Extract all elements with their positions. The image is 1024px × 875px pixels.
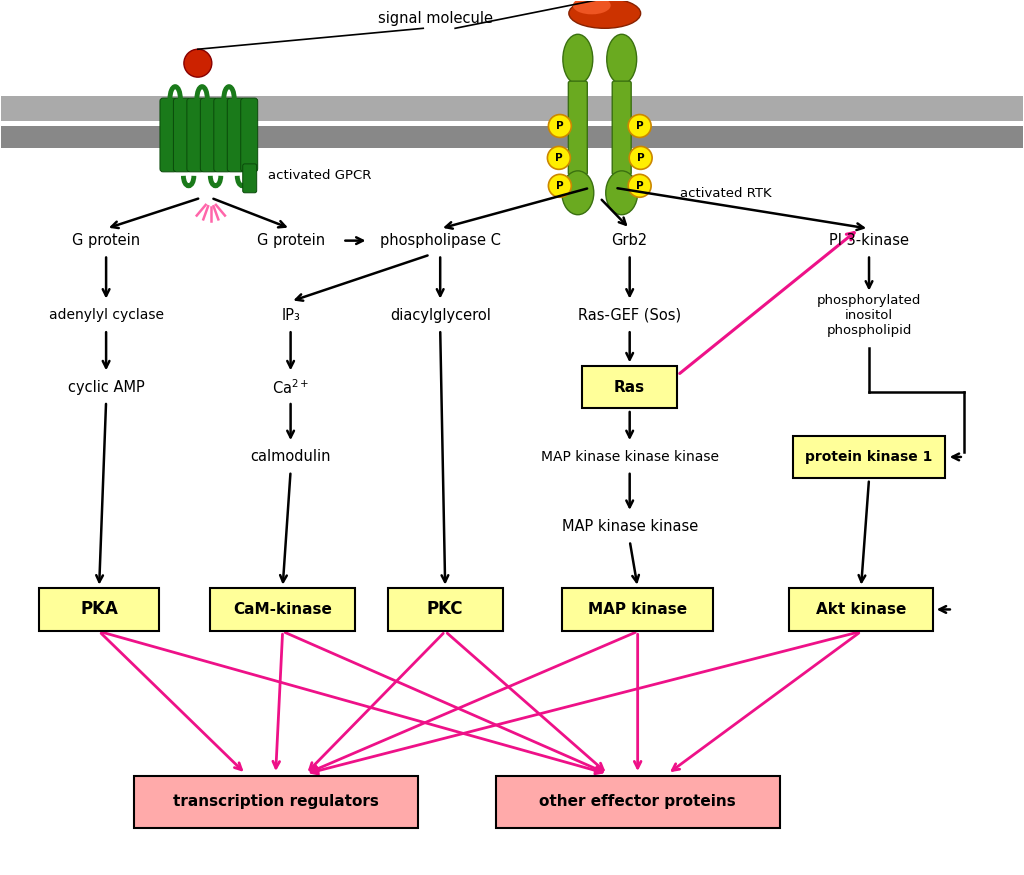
Text: activated GPCR: activated GPCR xyxy=(267,170,371,182)
Text: cyclic AMP: cyclic AMP xyxy=(68,380,144,395)
Text: phospholipase C: phospholipase C xyxy=(380,233,501,248)
Text: MAP kinase: MAP kinase xyxy=(588,602,687,617)
Circle shape xyxy=(548,146,570,170)
Text: PKA: PKA xyxy=(80,600,118,619)
Text: P: P xyxy=(637,153,644,163)
FancyBboxPatch shape xyxy=(214,98,230,172)
Circle shape xyxy=(629,146,652,170)
FancyBboxPatch shape xyxy=(173,98,190,172)
Text: G protein: G protein xyxy=(72,233,140,248)
Text: calmodulin: calmodulin xyxy=(250,450,331,465)
Text: Ca$^{2+}$: Ca$^{2+}$ xyxy=(272,378,309,396)
FancyBboxPatch shape xyxy=(612,81,631,175)
Text: signal molecule: signal molecule xyxy=(378,10,493,26)
Text: activated RTK: activated RTK xyxy=(680,187,771,200)
FancyBboxPatch shape xyxy=(133,776,418,828)
Circle shape xyxy=(628,115,651,137)
Ellipse shape xyxy=(562,171,594,214)
Bar xyxy=(1,96,1023,121)
Circle shape xyxy=(549,174,571,197)
FancyBboxPatch shape xyxy=(583,367,677,408)
Text: PKC: PKC xyxy=(427,600,464,619)
Bar xyxy=(1,126,1023,148)
FancyBboxPatch shape xyxy=(388,587,503,632)
Text: P: P xyxy=(556,181,563,191)
Ellipse shape xyxy=(569,0,641,28)
Circle shape xyxy=(549,115,571,137)
Text: P: P xyxy=(555,153,562,163)
Ellipse shape xyxy=(606,171,638,214)
Ellipse shape xyxy=(572,0,610,14)
FancyBboxPatch shape xyxy=(160,98,177,172)
FancyBboxPatch shape xyxy=(562,587,714,632)
Text: Ras: Ras xyxy=(614,380,645,395)
Ellipse shape xyxy=(607,34,637,84)
Circle shape xyxy=(184,49,212,77)
Text: P: P xyxy=(636,121,643,131)
Text: MAP kinase kinase kinase: MAP kinase kinase kinase xyxy=(541,450,719,464)
FancyBboxPatch shape xyxy=(201,98,217,172)
Text: CaM-kinase: CaM-kinase xyxy=(233,602,332,617)
Ellipse shape xyxy=(563,34,593,84)
Text: protein kinase 1: protein kinase 1 xyxy=(805,450,933,464)
Text: phosphorylated
inositol
phospholipid: phosphorylated inositol phospholipid xyxy=(817,294,922,337)
Text: P: P xyxy=(636,181,643,191)
FancyBboxPatch shape xyxy=(794,436,945,478)
Circle shape xyxy=(628,174,651,197)
FancyBboxPatch shape xyxy=(187,98,204,172)
Text: P: P xyxy=(556,121,563,131)
FancyBboxPatch shape xyxy=(227,98,245,172)
Text: IP₃: IP₃ xyxy=(282,308,300,323)
FancyBboxPatch shape xyxy=(39,587,159,632)
FancyBboxPatch shape xyxy=(241,98,258,172)
Text: diacylglycerol: diacylglycerol xyxy=(390,308,490,323)
FancyBboxPatch shape xyxy=(496,776,779,828)
FancyBboxPatch shape xyxy=(210,587,355,632)
Text: adenylyl cyclase: adenylyl cyclase xyxy=(48,308,164,322)
FancyBboxPatch shape xyxy=(243,164,257,192)
Text: transcription regulators: transcription regulators xyxy=(173,794,379,809)
Text: PI 3-kinase: PI 3-kinase xyxy=(829,233,909,248)
Text: Ras-GEF (Sos): Ras-GEF (Sos) xyxy=(579,308,681,323)
Text: Grb2: Grb2 xyxy=(611,233,648,248)
Text: MAP kinase kinase: MAP kinase kinase xyxy=(561,519,697,535)
Text: other effector proteins: other effector proteins xyxy=(540,794,736,809)
Text: Akt kinase: Akt kinase xyxy=(816,602,906,617)
FancyBboxPatch shape xyxy=(788,587,933,632)
FancyBboxPatch shape xyxy=(568,81,588,175)
Text: G protein: G protein xyxy=(257,233,325,248)
